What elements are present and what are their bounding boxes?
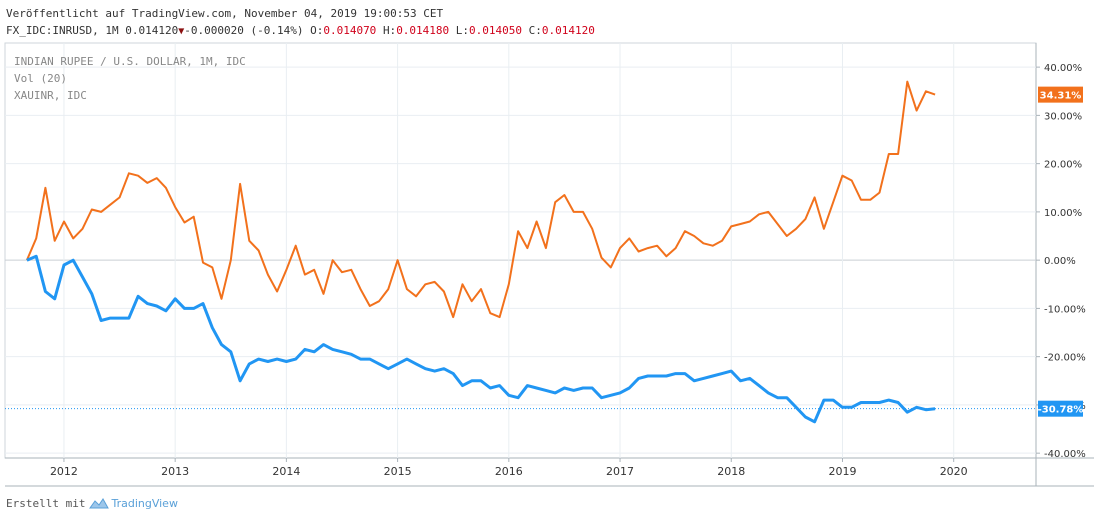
down-arrow-icon: ▼ xyxy=(178,26,185,37)
y-tick-label: -20.00% xyxy=(1044,353,1086,364)
low-value: 0.014050 xyxy=(469,24,523,37)
legend-xauinr: XAUINR, IDC xyxy=(14,89,87,102)
x-tick-label: 2016 xyxy=(495,465,523,478)
legend-volume: Vol (20) xyxy=(14,72,67,85)
close-label: C: xyxy=(528,24,542,37)
last-value-label: 34.31% xyxy=(1040,91,1082,102)
x-tick-label: 2014 xyxy=(272,465,300,478)
y-tick-label: 30.00% xyxy=(1044,111,1082,122)
low-label: L: xyxy=(455,24,470,37)
x-tick-label: 2012 xyxy=(50,465,78,478)
price-change: -0.000020 (-0.14%) xyxy=(184,24,304,37)
tradingview-logo-icon xyxy=(89,498,110,509)
xauinr-series-line[interactable] xyxy=(25,80,936,319)
high-value: 0.014180 xyxy=(396,24,450,37)
ohlc-line: FX_IDC:INRUSD, 1M 0.014120▼-0.000020 (-0… xyxy=(6,24,595,37)
open-label: O: xyxy=(310,24,324,37)
x-tick-label: 2020 xyxy=(940,465,968,478)
x-tick-label: 2013 xyxy=(161,465,189,478)
y-tick-label: 20.00% xyxy=(1044,160,1082,171)
x-tick-label: 2015 xyxy=(384,465,412,478)
legend-inrusd: INDIAN RUPEE / U.S. DOLLAR, 1M, IDC xyxy=(14,55,246,68)
close-value: 0.014120 xyxy=(541,24,595,37)
published-line: Veröffentlicht auf TradingView.com, Nove… xyxy=(6,7,444,20)
x-tick-label: 2019 xyxy=(828,465,856,478)
y-tick-label: 40.00% xyxy=(1044,63,1082,74)
footer-brand[interactable]: TradingView xyxy=(111,497,178,510)
x-tick-label: 2017 xyxy=(606,465,634,478)
y-tick-label: -10.00% xyxy=(1044,304,1086,315)
inrusd-series-line[interactable] xyxy=(26,254,936,424)
open-value: 0.014070 xyxy=(323,24,377,37)
symbol-label: FX_IDC:INRUSD, 1M xyxy=(6,24,119,37)
y-tick-label: -40.00% xyxy=(1044,449,1086,460)
xauinr-last-badge xyxy=(1038,86,1083,103)
last-price: 0.014120 xyxy=(125,24,179,37)
y-tick-label: 0.00% xyxy=(1044,256,1076,267)
inrusd-last-badge xyxy=(1038,400,1083,417)
high-label: H: xyxy=(382,24,397,37)
x-tick-label: 2018 xyxy=(717,465,745,478)
footer: Erstellt mit TradingView xyxy=(6,497,178,510)
y-tick-label: 10.00% xyxy=(1044,208,1082,219)
footer-prefix: Erstellt mit xyxy=(6,497,86,510)
last-value-label: -30.78% xyxy=(1038,405,1084,416)
